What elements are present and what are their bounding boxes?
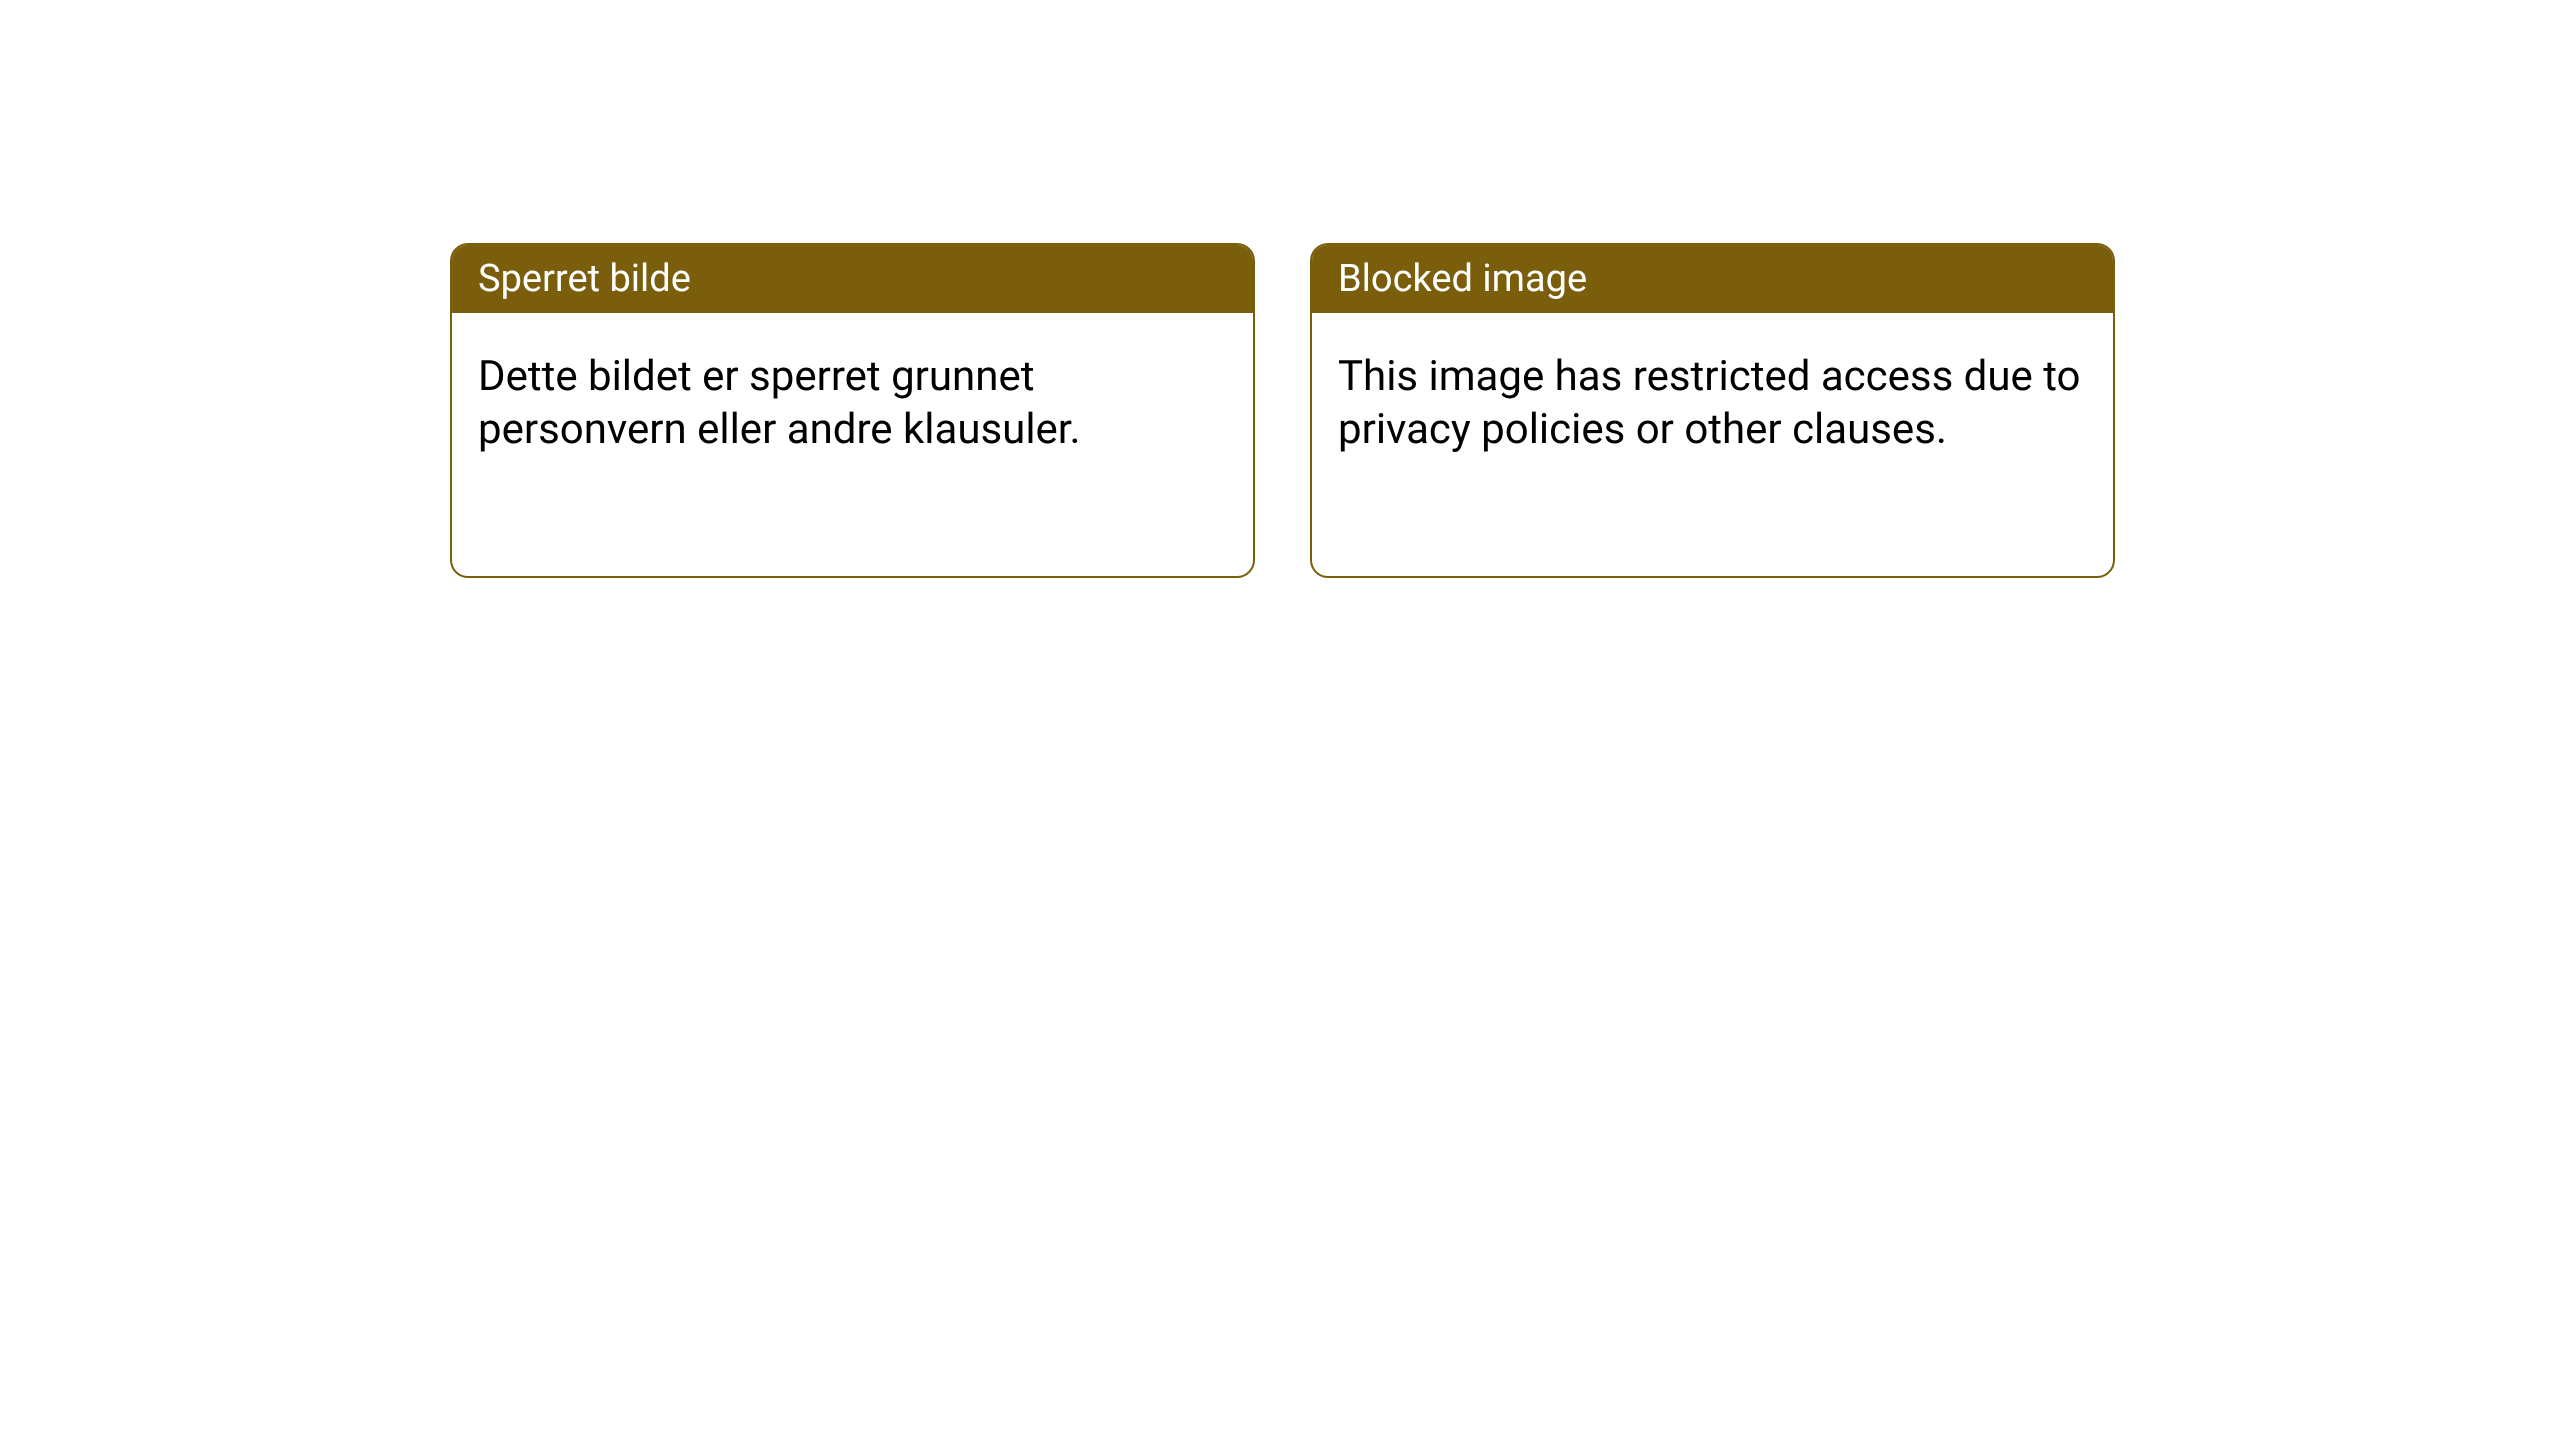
card-body-text: Dette bildet er sperret grunnet personve…	[478, 352, 1081, 454]
notice-container: Sperret bilde Dette bildet er sperret gr…	[450, 243, 2115, 578]
card-title: Blocked image	[1338, 257, 1587, 301]
card-header: Sperret bilde	[452, 245, 1253, 313]
card-body: This image has restricted access due to …	[1312, 313, 2113, 494]
card-body: Dette bildet er sperret grunnet personve…	[452, 313, 1253, 494]
blocked-image-card-en: Blocked image This image has restricted …	[1310, 243, 2115, 578]
card-title: Sperret bilde	[478, 257, 691, 301]
blocked-image-card-no: Sperret bilde Dette bildet er sperret gr…	[450, 243, 1255, 578]
card-body-text: This image has restricted access due to …	[1338, 352, 2081, 454]
card-header: Blocked image	[1312, 245, 2113, 313]
